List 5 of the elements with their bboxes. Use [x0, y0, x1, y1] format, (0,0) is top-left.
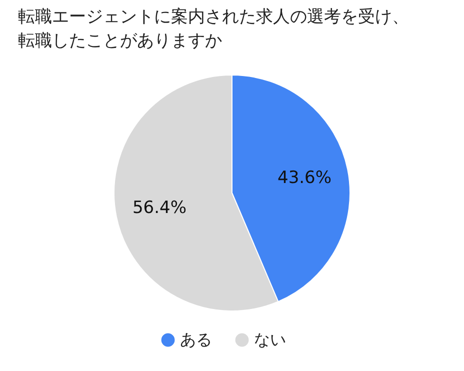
- chart-title: 転職エージェントに案内された求人の選考を受け、転職したことがありますか: [18, 7, 409, 51]
- data-label: 56.4%: [132, 198, 186, 218]
- legend-label: ある: [180, 330, 212, 349]
- data-label: 43.6%: [278, 168, 332, 188]
- legend-label: ない: [254, 330, 286, 349]
